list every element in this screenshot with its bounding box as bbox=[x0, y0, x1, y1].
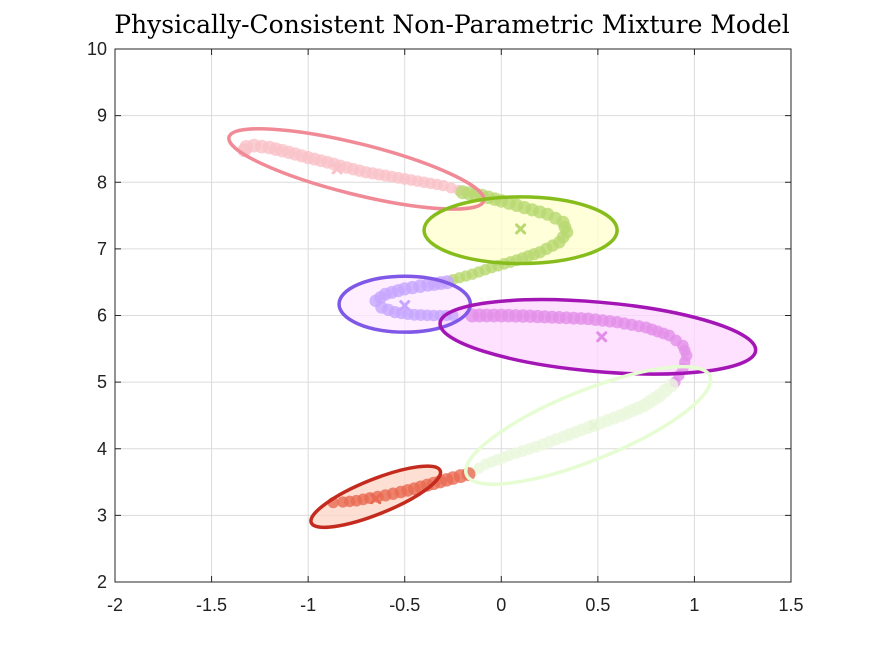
component-mean-marker bbox=[588, 419, 600, 431]
trajectory-point bbox=[337, 496, 349, 508]
y-tick-label: 5 bbox=[97, 372, 107, 392]
component-mean-marker bbox=[399, 300, 411, 312]
x-tick-label: -1.5 bbox=[196, 595, 227, 615]
x-tick-label: 1.5 bbox=[778, 595, 803, 615]
y-tick-label: 4 bbox=[97, 439, 107, 459]
x-tick-label: 0.5 bbox=[585, 595, 610, 615]
x-tick-label: 0 bbox=[496, 595, 506, 615]
y-tick-label: 2 bbox=[97, 572, 107, 592]
component-ellipse-outline bbox=[422, 195, 619, 266]
axis-ticks: -2 -1.5 -1 -0.5 0 0.5 1 1.5 2 3 4 5 6 7 8 9 10 bbox=[87, 39, 804, 615]
component-mean-marker bbox=[331, 163, 343, 175]
chart-title: Physically-Consistent Non-Parametric Mix… bbox=[114, 10, 790, 39]
y-tick-label: 3 bbox=[97, 505, 107, 525]
y-tick-label: 7 bbox=[97, 239, 107, 259]
y-tick-label: 8 bbox=[97, 172, 107, 192]
component-mean-marker bbox=[596, 331, 608, 343]
x-tick-label: -0.5 bbox=[389, 595, 420, 615]
y-tick-label: 9 bbox=[97, 106, 107, 126]
component-ellipse-outline bbox=[463, 364, 713, 486]
component-mean-marker bbox=[515, 223, 527, 235]
component-ellipse-outline bbox=[438, 297, 758, 376]
x-tick-label: -2 bbox=[107, 595, 123, 615]
y-tick-label: 6 bbox=[97, 306, 107, 326]
x-tick-label: 1 bbox=[689, 595, 699, 615]
ellipse-outlines bbox=[227, 127, 758, 530]
y-tick-label: 10 bbox=[87, 39, 107, 59]
component-mean-marker bbox=[370, 493, 382, 505]
x-tick-label: -1 bbox=[300, 595, 316, 615]
component-ellipse-outline bbox=[309, 464, 443, 530]
component-means bbox=[331, 163, 608, 505]
